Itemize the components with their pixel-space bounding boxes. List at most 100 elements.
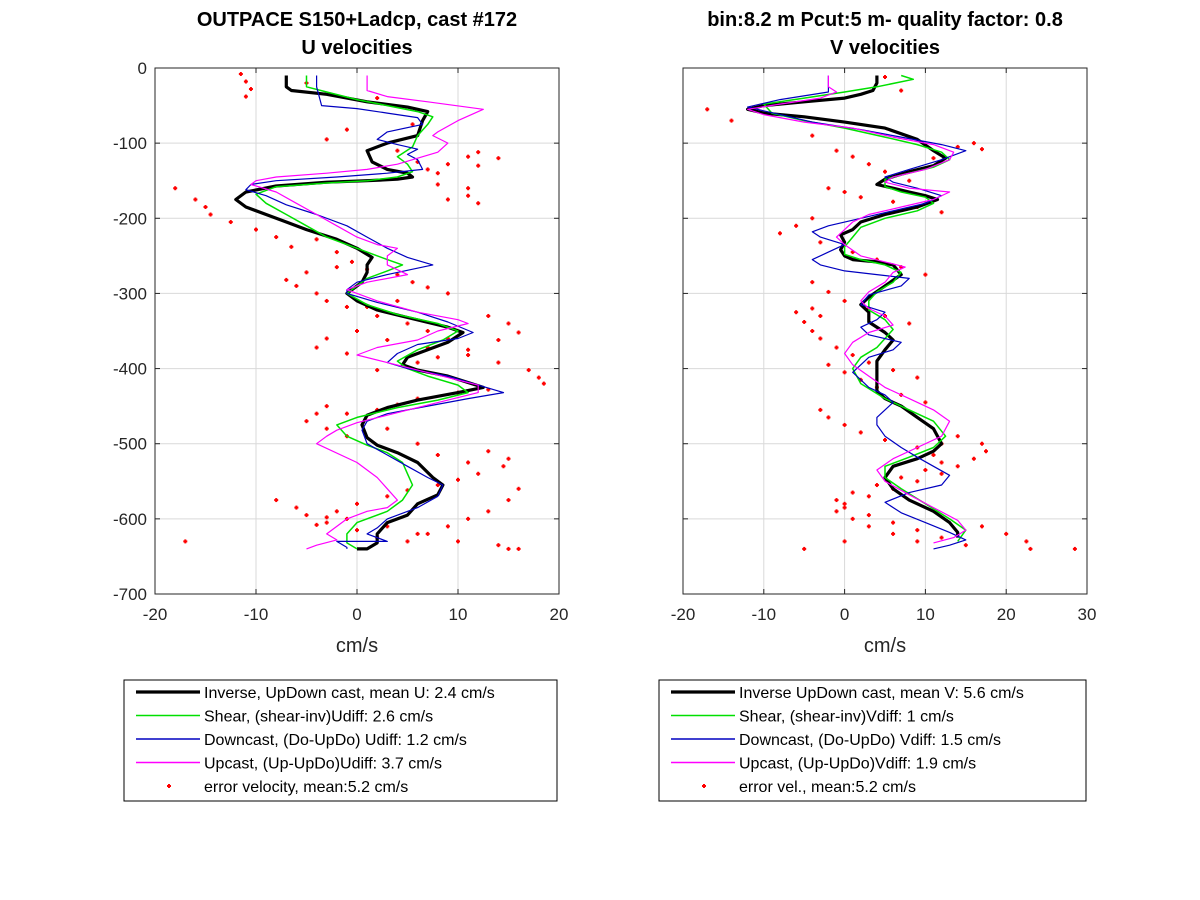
- u-y-tick-label-5: -500: [113, 435, 147, 454]
- v-error-point-57: [923, 468, 928, 473]
- u-error-point-101: [456, 539, 460, 544]
- v-error-point-86: [1024, 539, 1029, 544]
- u-y-tick-label-3: -300: [113, 284, 147, 303]
- u-error-point-58: [415, 360, 420, 365]
- v-legend-entry-3: Upcast, (Up-UpDo)Vdiff: 1.9 cm/s: [671, 756, 976, 773]
- v-error-point-33: [907, 321, 912, 326]
- u-error-point-60: [344, 351, 349, 356]
- u-error-point-0: [238, 72, 243, 77]
- v-ticks: -20 -10 0 10 20 30: [671, 67, 1096, 624]
- u-y-tick-label-7: -700: [113, 585, 147, 604]
- u-error-point-46: [324, 298, 329, 303]
- u-error-point-18: [445, 197, 450, 202]
- v-series-line-2: [746, 75, 967, 550]
- u-error-point-11: [466, 154, 471, 159]
- u-error-point-45: [314, 291, 319, 296]
- u-x-axis-label: cm/s: [336, 635, 378, 657]
- v-series-line-1: [763, 74, 967, 542]
- v-series-line-0: [745, 75, 960, 538]
- u-error-point-53: [506, 321, 511, 326]
- v-error-point-69: [984, 449, 988, 454]
- v-error-point-28: [810, 280, 815, 285]
- u-error-point-28: [254, 227, 258, 232]
- v-legend-marker-4: [702, 784, 706, 788]
- u-error-point-110: [405, 539, 410, 544]
- v-velocity-panel: bin:8.2 m Pcut:5 m- quality factor: 0.8 …: [658, 9, 1096, 802]
- u-error-point-19: [425, 167, 430, 172]
- v-error-point-85: [1004, 531, 1009, 536]
- u-error-point-112: [355, 528, 359, 533]
- u-error-point-90: [456, 477, 460, 482]
- v-legend-box: [658, 679, 1087, 802]
- u-error-point-109: [425, 531, 430, 536]
- v-x-tick-label-2: 0: [840, 605, 849, 624]
- v-error-point-41: [891, 368, 896, 373]
- v-legend-entry-0: Inverse UpDown cast, mean V: 5.6 cm/s: [671, 685, 1024, 702]
- u-error-point-108: [445, 524, 450, 529]
- u-error-point-106: [486, 509, 491, 514]
- v-error-point-87: [1028, 546, 1033, 551]
- v-error-point-89: [802, 546, 807, 551]
- v-legend-label-2: Downcast, (Do-UpDo) Vdiff: 1.5 cm/s: [739, 732, 1001, 749]
- u-error-point-82: [385, 426, 390, 431]
- u-error-point-56: [466, 347, 471, 352]
- u-error-point-95: [334, 509, 339, 514]
- u-error-point-17: [466, 186, 471, 191]
- u-legend-label-3: Upcast, (Up-UpDo)Udiff: 3.7 cm/s: [204, 756, 442, 773]
- u-error-point-62: [324, 336, 329, 341]
- u-error-point-107: [466, 516, 471, 521]
- u-error-point-44: [294, 283, 299, 288]
- v-error-point-73: [915, 479, 920, 484]
- u-panel-title-line2: U velocities: [301, 37, 412, 59]
- v-error-point-40: [866, 360, 871, 365]
- u-grid: [155, 68, 559, 594]
- u-error-point-117: [183, 539, 188, 544]
- v-panel-title-line1: bin:8.2 m Pcut:5 m- quality factor: 0.8: [707, 9, 1063, 31]
- u-error-point-87: [506, 456, 511, 461]
- u-y-tick-label-4: -400: [113, 360, 147, 379]
- v-error-point-14: [826, 186, 831, 191]
- u-legend-marker-4: [167, 784, 171, 788]
- v-panel-title-line2: V velocities: [830, 37, 940, 59]
- u-error-point-80: [324, 426, 329, 431]
- u-error-point-22: [445, 162, 450, 167]
- v-error-point-65: [915, 528, 920, 533]
- v-error-point-38: [834, 345, 839, 350]
- u-error-point-115: [294, 505, 299, 510]
- v-error-point-5: [834, 148, 839, 153]
- u-error-point-20: [476, 150, 481, 155]
- u-y-tick-label-6: -600: [113, 510, 147, 529]
- u-error-point-29: [274, 235, 279, 240]
- v-legend-label-4: error vel., mean:5.2 cm/s: [739, 779, 916, 796]
- u-x-tick-label-2: 0: [352, 605, 361, 624]
- v-x-tick-label-0: -20: [671, 605, 696, 624]
- v-error-point-44: [842, 370, 847, 375]
- u-error-point-31: [314, 237, 319, 242]
- u-error-point-83: [415, 441, 420, 446]
- v-error-point-10: [931, 156, 936, 161]
- v-error-point-50: [826, 415, 831, 420]
- u-error-point-59: [375, 368, 380, 373]
- v-error-point-48: [923, 400, 928, 405]
- u-error-point-12: [476, 163, 481, 168]
- u-error-point-86: [486, 449, 491, 454]
- v-error-point-29: [826, 289, 831, 294]
- v-error-point-2: [705, 107, 710, 112]
- v-error-point-21: [794, 223, 799, 228]
- v-error-point-75: [866, 494, 871, 499]
- v-x-tick-label-4: 20: [997, 605, 1016, 624]
- u-legend-label-4: error velocity, mean:5.2 cm/s: [204, 779, 408, 796]
- u-error-point-37: [425, 285, 430, 290]
- u-error-point-85: [466, 460, 471, 465]
- v-legend-label-1: Shear, (shear-inv)Vdiff: 1 cm/s: [739, 709, 954, 726]
- u-error-point-118: [516, 546, 521, 551]
- u-error-point-49: [405, 321, 410, 326]
- v-error-point-83: [955, 434, 960, 439]
- u-error-point-55: [496, 338, 501, 343]
- u-error-point-54: [516, 330, 521, 335]
- u-error-point-21: [496, 156, 501, 161]
- u-error-point-114: [304, 513, 309, 518]
- v-error-point-80: [891, 531, 896, 536]
- u-error-point-27: [228, 220, 233, 225]
- v-error-point-8: [883, 169, 887, 174]
